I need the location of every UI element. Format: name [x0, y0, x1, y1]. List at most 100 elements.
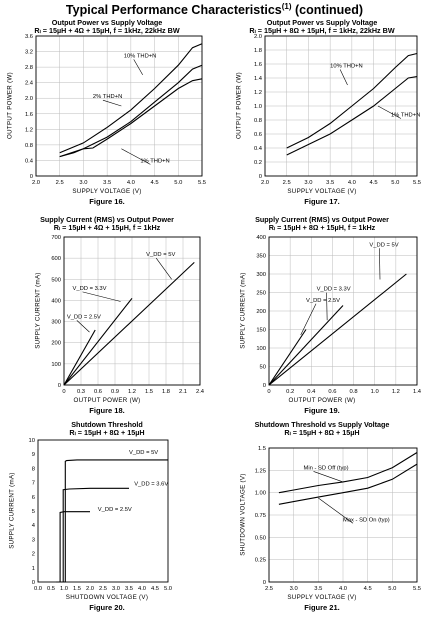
y-tick-label: 1.6 [25, 112, 33, 118]
plot-frame [63, 236, 201, 386]
figure-caption: Figure 17. [304, 197, 340, 206]
y-tick-label: 150 [256, 328, 266, 334]
x-tick-label: 3.0 [112, 586, 120, 592]
annotation-leader [379, 248, 381, 280]
chart-subtitle: Rₗ = 15µH + 4Ω + 15µH, f = 1kHz, 22kHz B… [34, 26, 180, 35]
y-tick-label: 200 [256, 309, 266, 315]
x-tick-label: 0 [62, 389, 65, 395]
figure-caption: Figure 21. [304, 603, 340, 612]
series-line-0 [59, 43, 203, 154]
y-tick-label: 100 [51, 362, 61, 368]
plot-frame [35, 35, 203, 177]
y-tick-label: 500 [51, 277, 61, 283]
y-tick-label: 400 [256, 235, 266, 241]
series-annotation: V_DD = 3.3V [73, 286, 107, 292]
x-tick-label: 0.0 [34, 586, 42, 592]
y-tick-label: 100 [256, 346, 266, 352]
x-tick-label: 5.0 [391, 180, 399, 186]
series-annotation: V_DD = 3.6V [134, 481, 168, 487]
x-axis-label: OUTPUT POWER (W) [288, 397, 356, 404]
series-line-1 [58, 487, 129, 583]
y-tick-label: 250 [256, 291, 266, 297]
y-axis-label: OUTPUT POWER (W) [6, 72, 14, 139]
chart-title: Output Power vs Supply Voltage [266, 18, 378, 27]
x-tick-label: 1.0 [371, 389, 379, 395]
chart-svg: 0 0.3 0.6 0.9 1.2 1.5 1.8 2.1 2.4 0 100 200 300 400 50… [51, 235, 205, 395]
series-annotation: 1% THD+N [391, 113, 420, 119]
series-annotation: Min - SD Off (typ) [304, 465, 349, 471]
x-tick-label: 1.5 [145, 389, 153, 395]
chart-title: Output Power vs Supply Voltage [51, 18, 163, 27]
series-annotation: 10% THD+N [330, 64, 363, 70]
plot-frame [264, 35, 418, 177]
y-tick-label: 0.8 [254, 118, 262, 124]
chart-panel-fig20: Shutdown Threshold Rₗ = 15µH + 8Ω + 15µH 0… [2, 420, 212, 615]
series-line-2 [268, 329, 307, 386]
series-annotation: 10% THD+N [124, 53, 157, 59]
y-tick-label: 0 [58, 383, 61, 389]
x-axis-label: SUPPLY VOLTAGE (V) [287, 188, 357, 195]
x-tick-label: 1.2 [392, 389, 400, 395]
x-tick-label: 1.5 [73, 586, 81, 592]
x-tick-label: 0.8 [350, 389, 358, 395]
chart-svg: 2.0 2.5 3.0 3.5 4.0 4.5 5.0 5.5 0 0.2 0.4 0.6 0.8 1.0… [254, 34, 421, 186]
y-tick-label: 7 [32, 481, 35, 487]
y-tick-label: 300 [256, 272, 266, 278]
y-tick-label: 300 [51, 320, 61, 326]
y-tick-label: 50 [260, 365, 266, 371]
y-tick-label: 3 [32, 537, 35, 543]
y-tick-label: 1.2 [25, 127, 33, 133]
series-annotation: V_DD = 2.5V [98, 507, 132, 513]
annotation-leader [82, 291, 121, 302]
annotation-leader [76, 320, 90, 333]
x-tick-label: 3.5 [314, 586, 322, 592]
y-tick-label: 2.8 [25, 65, 33, 71]
x-tick-label: 1.0 [60, 586, 68, 592]
series-annotation: 2% THD+N [93, 94, 122, 100]
annotation-leader [300, 303, 317, 336]
y-tick-label: 2.0 [254, 34, 262, 40]
annotation-leader [121, 148, 151, 165]
series-line-0 [286, 52, 418, 149]
series-line-2 [63, 329, 96, 386]
chart-subtitle: Rₗ = 15µH + 8Ω + 15µH [284, 428, 360, 437]
x-tick-label: 4.5 [151, 180, 159, 186]
chart-subtitle: Rₗ = 15µH + 8Ω + 15µH, f = 1kHz [268, 223, 376, 232]
y-tick-label: 0.4 [254, 146, 263, 152]
x-tick-label: 2.5 [265, 586, 273, 592]
plot-frame [268, 236, 418, 386]
x-tick-label: 3.5 [103, 180, 111, 186]
x-tick-label: 4.5 [151, 586, 159, 592]
x-tick-label: 1.8 [162, 389, 170, 395]
y-axis-label: SUPPLY CURRENT (mA) [34, 272, 42, 349]
chart-title: Supply Current (RMS) vs Output Power [40, 215, 174, 224]
series-annotation: V_DD = 5V [369, 242, 398, 248]
y-tick-label: 0.2 [254, 160, 262, 166]
y-tick-label: 0.6 [254, 132, 262, 138]
x-tick-label: 3.0 [304, 180, 312, 186]
chart-svg: 0.0 0.5 1.0 1.5 2.0 2.5 3.0 3.5 4.0 4.5 5.0 0 1 2 3 4 5 6… [29, 438, 172, 592]
series-line-1 [286, 76, 418, 156]
figure-caption: Figure 18. [89, 406, 125, 415]
y-tick-label: 400 [51, 298, 61, 304]
x-tick-label: 2.4 [196, 389, 205, 395]
y-tick-label: 1.8 [254, 48, 262, 54]
y-axis-label: SHUTDOWN VOLTAGE (V) [239, 473, 247, 556]
chart-svg: 2.0 2.5 3.0 3.5 4.0 4.5 5.0 5.5 0 0.4 0.8 1.2 1.6 2.0… [25, 34, 206, 186]
series-annotation: V_DD = 5V [146, 252, 175, 258]
y-tick-label: 0.8 [25, 143, 33, 149]
chart-subtitle: Rₗ = 15µH + 8Ω + 15µH, f = 1kHz, 22kHz B… [249, 26, 395, 35]
page-title: Typical Performance Characteristics(1) (… [65, 2, 364, 18]
y-tick-label: 1.5 [258, 446, 266, 452]
chart-subtitle: Rₗ = 15µH + 8Ω + 15µH [69, 428, 145, 437]
y-tick-label: 2 [32, 552, 35, 558]
x-axis-label: SUPPLY VOLTAGE (V) [72, 188, 142, 195]
x-tick-label: 2.5 [99, 586, 107, 592]
series-annotation: V_DD = 2.5V [306, 298, 340, 304]
x-tick-label: 3.5 [125, 586, 133, 592]
chart-panel-fig21: Shutdown Threshold vs Supply Voltage Rₗ =… [217, 420, 427, 615]
x-tick-label: 4.0 [348, 180, 356, 186]
y-tick-label: 2.4 [25, 81, 34, 87]
y-tick-label: 0 [30, 174, 33, 180]
y-tick-label: 700 [51, 235, 61, 241]
